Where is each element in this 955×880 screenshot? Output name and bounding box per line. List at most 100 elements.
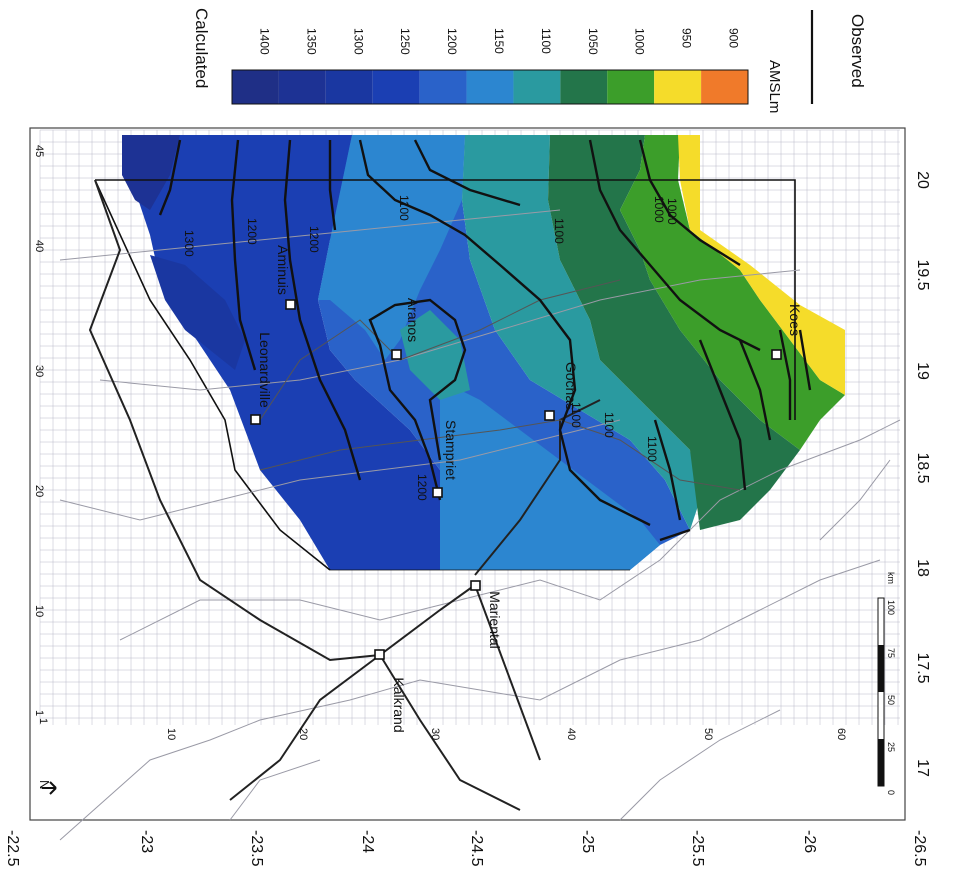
contour-label: 1100 <box>602 412 616 438</box>
legend-class-label: 1300 <box>351 28 365 55</box>
lon-tick: 19 <box>914 362 931 380</box>
grid-col-label: 45 <box>33 145 45 157</box>
grid-row-label: 20 <box>297 728 309 740</box>
lat-tick: -26.5 <box>911 830 928 867</box>
zone-1350 <box>150 255 245 370</box>
scale-tick: 100 <box>886 600 896 615</box>
contour-label: 1000 <box>652 196 666 223</box>
grid-labels: 1 10 20 30 40 45 1 10 20 30 40 50 60 <box>33 145 847 740</box>
legend-swatch <box>372 70 420 104</box>
lon-tick: 18 <box>914 559 931 577</box>
scale-tick: 75 <box>886 648 896 658</box>
legend-swatch <box>466 70 514 104</box>
latitude-axis: -22.5 -23 -23.5 -24 -24.5 -25 -25.5 -26 … <box>4 830 928 867</box>
grid-col-label: 1 <box>33 710 45 716</box>
legend-observed-label: Observed <box>848 14 867 88</box>
marker-stampriet <box>432 487 443 498</box>
marker-leonardville <box>250 414 261 425</box>
label-stampriet: Stampriet <box>443 420 459 480</box>
lon-tick: 17 <box>914 759 931 777</box>
label-aminuis: Aminuis <box>275 245 291 295</box>
place-labels: Kalkrand Mariental Gochas Koes Aranos Le… <box>257 245 803 733</box>
grid-row-label: 30 <box>429 728 441 740</box>
legend-swatch <box>654 70 702 104</box>
lon-tick: 20 <box>914 171 931 189</box>
legend-swatch <box>701 70 748 104</box>
marker-mariental <box>470 580 481 591</box>
minor-roads <box>259 279 741 491</box>
contour-label: 1100 <box>645 436 659 462</box>
legend: 1400 1350 1300 1250 1200 1150 1100 1050 1000 950 9… <box>192 8 867 113</box>
lat-tick: -25 <box>579 830 596 853</box>
contour-label: 1200 <box>307 226 321 253</box>
legend-swatch <box>419 70 467 104</box>
legend-frame <box>231 69 749 105</box>
legend-swatch <box>278 70 326 104</box>
scale-unit: km <box>886 572 896 584</box>
grid-col-label: 40 <box>33 240 45 252</box>
legend-title: Calculated <box>192 8 211 88</box>
longitude-axis: 17 17.5 18 18.5 19 19.5 20 <box>914 171 931 777</box>
contours <box>158 139 812 542</box>
rivers <box>59 209 901 841</box>
scale-tick: 25 <box>886 742 896 752</box>
legend-class-label: 1200 <box>445 28 459 55</box>
marker-aranos <box>391 349 402 360</box>
legend-swatch <box>325 70 373 104</box>
legend-class-label: 1150 <box>492 28 506 54</box>
grid-row-label: 50 <box>702 728 714 740</box>
zone-1100b <box>400 310 470 400</box>
roads <box>88 179 601 811</box>
lat-tick: -23 <box>138 830 155 853</box>
grid-row-label: 10 <box>165 728 177 740</box>
lat-tick: -26 <box>801 830 818 853</box>
legend-class-label: 1000 <box>633 28 647 55</box>
legend-class-label: 1050 <box>586 28 600 55</box>
legend-swatch <box>513 70 561 104</box>
marker-gochas <box>544 410 555 421</box>
marker-koes <box>771 349 782 360</box>
contour-labels: 1300 1200 1200 1100 1100 1100 1100 1100 … <box>182 195 679 501</box>
legend-class-label: 1100 <box>539 28 553 54</box>
lon-tick: 18.5 <box>914 452 931 483</box>
lat-tick: -23.5 <box>248 830 265 867</box>
lat-tick: -24.5 <box>468 830 485 867</box>
label-kalkrand: Kalkrand <box>391 677 407 732</box>
grid-row-label: 1 <box>37 718 49 724</box>
grid-col-label: 30 <box>33 365 45 377</box>
legend-class-label: 900 <box>727 28 741 48</box>
grid-row-label: 60 <box>835 728 847 740</box>
scale-bar: 0 25 50 75 100 km <box>877 572 896 795</box>
north-label: N <box>37 780 52 789</box>
zone-950 <box>678 135 845 395</box>
zone-1100 <box>462 135 700 530</box>
contour-label: 1100 <box>552 218 566 244</box>
legend-unit: AMSLm <box>766 60 783 113</box>
scale-tick: 0 <box>886 790 896 795</box>
contour-label: 1100 <box>569 402 583 428</box>
lat-tick: -24 <box>359 830 376 853</box>
zone-1300 <box>122 135 440 570</box>
grid-col-label: 10 <box>33 605 45 617</box>
grid-col-label: 20 <box>33 485 45 497</box>
contour-label: 1100 <box>397 195 411 221</box>
legend-class-label: 950 <box>680 28 694 48</box>
label-leonardville: Leonardville <box>257 332 273 408</box>
contour-label: 1300 <box>182 230 196 257</box>
legend-swatches: 1400 1350 1300 1250 1200 1150 1100 1050 1000 950 9… <box>232 28 748 104</box>
legend-swatch <box>607 70 655 104</box>
label-gochas: Gochas <box>563 362 579 410</box>
marker-kalkrand <box>374 649 385 660</box>
legend-swatch <box>560 70 608 104</box>
legend-swatch <box>232 70 279 104</box>
model-boundary <box>94 179 796 571</box>
grid-row-label: 40 <box>565 728 577 740</box>
lat-tick: -25.5 <box>689 830 706 867</box>
zone-1150 <box>318 135 465 360</box>
lon-tick: 17.5 <box>914 652 931 683</box>
lat-tick: -22.5 <box>4 830 21 867</box>
zone-1250 <box>122 135 180 210</box>
legend-class-label: 1400 <box>257 28 271 55</box>
label-mariental: Mariental <box>487 591 503 649</box>
